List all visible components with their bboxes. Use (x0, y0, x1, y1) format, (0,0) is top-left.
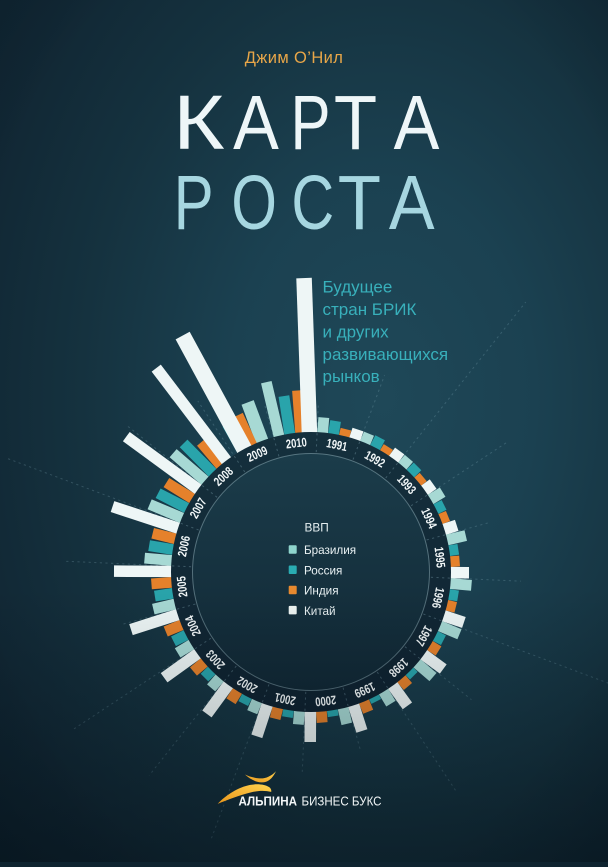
svg-text:АЛЬПИНА: АЛЬПИНА (239, 794, 298, 809)
svg-text:БИЗНЕС БУКС: БИЗНЕС БУКС (302, 794, 382, 809)
